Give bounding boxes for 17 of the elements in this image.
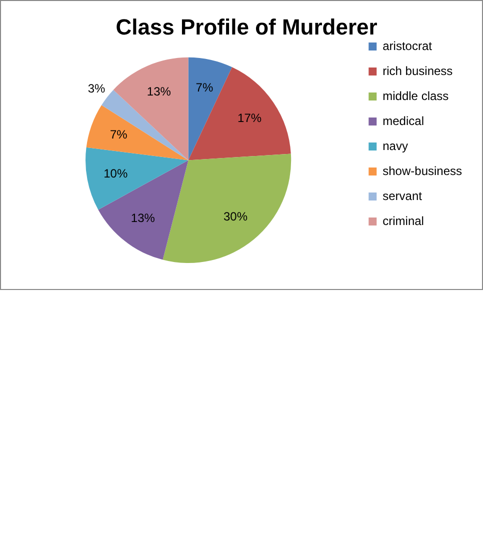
legend-label: navy xyxy=(382,138,408,153)
legend-label: servant xyxy=(382,188,423,203)
legend-label: middle class xyxy=(382,88,449,103)
data-label: 30% xyxy=(223,210,248,224)
data-label: 7% xyxy=(196,80,214,94)
data-label: 3% xyxy=(88,81,106,96)
data-label: 10% xyxy=(104,166,128,180)
data-label: 7% xyxy=(110,127,128,142)
data-label: 13% xyxy=(130,210,156,225)
legend-label: medical xyxy=(382,114,424,128)
legend-label: rich business xyxy=(382,64,453,78)
data-label: 13% xyxy=(146,84,172,99)
chart-title: Class Profile of Murderer xyxy=(116,14,378,40)
data-label: 17% xyxy=(238,110,262,125)
legend-label: aristocrat xyxy=(382,38,433,53)
legend-label: criminal xyxy=(382,214,424,228)
legend-label: show-business xyxy=(382,164,462,178)
